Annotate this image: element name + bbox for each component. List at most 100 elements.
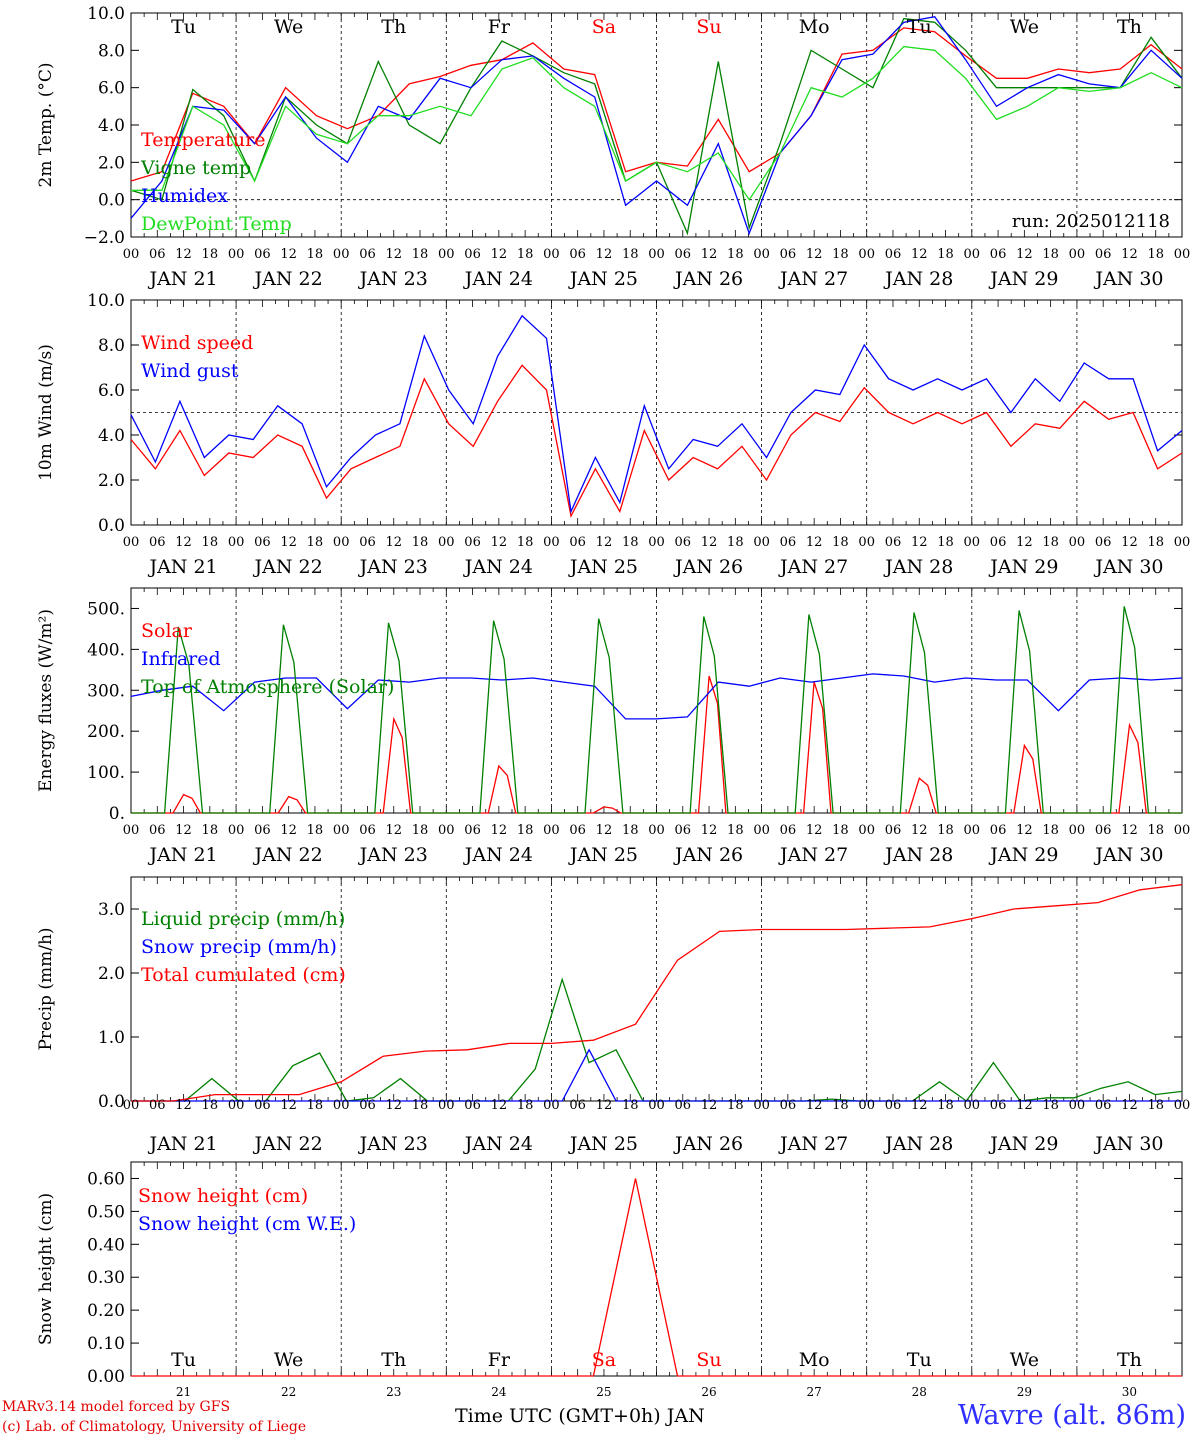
- legend-entry: Snow height (cm): [138, 1185, 308, 1207]
- hour-tick-label: 00: [543, 247, 560, 262]
- hour-tick-label: 12: [491, 823, 508, 838]
- date-label: JAN 27: [778, 268, 848, 290]
- y-tick-label: 0.10: [87, 1334, 125, 1354]
- hour-tick-label: 12: [596, 247, 613, 262]
- weekday-label: Mo: [799, 1349, 830, 1371]
- hour-tick-label: 12: [806, 1098, 823, 1113]
- hour-tick-label: 00: [648, 823, 665, 838]
- date-label: JAN 29: [988, 556, 1058, 578]
- hour-tick-label: 00: [964, 535, 981, 550]
- hour-tick-label: 06: [464, 823, 481, 838]
- date-label: JAN 28: [883, 268, 953, 290]
- hour-tick-label: 18: [412, 535, 429, 550]
- hour-tick-label: 12: [1016, 1098, 1033, 1113]
- hour-tick-label: 00: [333, 823, 350, 838]
- y-tick-label: 0.20: [87, 1301, 125, 1321]
- hour-tick-label: 00: [438, 1098, 455, 1113]
- legend-entry: Liquid precip (mm/h): [141, 908, 345, 930]
- y-tick-label: 6.0: [98, 381, 125, 401]
- y-tick-label: 2.0: [98, 471, 125, 491]
- legend-entry: DewPoint Temp: [141, 213, 292, 235]
- y-tick-label: 6.0: [98, 79, 125, 99]
- y-tick-label: 0.00: [87, 1367, 125, 1387]
- weekday-label: Sa: [592, 1349, 616, 1371]
- hour-tick-label: 12: [175, 535, 192, 550]
- date-label: JAN 23: [358, 268, 428, 290]
- hour-tick-label: 06: [359, 1098, 376, 1113]
- date-label: JAN 22: [253, 268, 323, 290]
- date-label: JAN 24: [463, 268, 533, 290]
- hour-tick-label: 06: [780, 823, 797, 838]
- hour-tick-label: 00: [228, 535, 245, 550]
- y-tick-label: 100.: [87, 763, 125, 783]
- date-number: 22: [281, 1385, 296, 1399]
- date-label: JAN 22: [253, 556, 323, 578]
- hour-tick-label: 00: [1174, 1098, 1191, 1113]
- legend-entry: Wind speed: [141, 332, 253, 354]
- y-axis-label: 2m Temp. (°C): [36, 62, 56, 187]
- legend-entry: Temperature: [141, 129, 265, 151]
- hour-tick-label: 06: [464, 1098, 481, 1113]
- y-tick-label: 2.0: [98, 964, 125, 984]
- weekday-label: Mo: [799, 16, 830, 38]
- date-number: 23: [386, 1385, 401, 1399]
- hour-tick-label: 12: [911, 1098, 928, 1113]
- weekday-label: Th: [1117, 1349, 1142, 1371]
- hour-tick-label: 18: [1042, 247, 1059, 262]
- hour-tick-label: 06: [675, 535, 692, 550]
- y-tick-label: 0.0: [98, 516, 125, 536]
- weekday-label: Th: [1117, 16, 1142, 38]
- y-tick-label: 0.50: [87, 1202, 125, 1222]
- series-line-infrared: [130, 673, 1183, 720]
- hour-tick-label: 18: [307, 823, 324, 838]
- hour-tick-label: 00: [753, 1098, 770, 1113]
- weekday-label: Th: [381, 16, 406, 38]
- hour-tick-label: 06: [1095, 535, 1112, 550]
- hour-tick-label: 18: [832, 823, 849, 838]
- hour-tick-label: 12: [1016, 247, 1033, 262]
- hour-tick-label: 00: [753, 535, 770, 550]
- hour-tick-label: 00: [1174, 247, 1191, 262]
- hour-tick-label: 12: [806, 823, 823, 838]
- y-tick-label: 10.0: [87, 4, 125, 24]
- hour-tick-label: 18: [307, 247, 324, 262]
- hour-tick-label: 12: [911, 823, 928, 838]
- hour-tick-label: 00: [858, 1098, 875, 1113]
- hour-tick-label: 18: [517, 823, 534, 838]
- hour-tick-label: 12: [175, 1098, 192, 1113]
- hour-tick-label: 00: [1174, 535, 1191, 550]
- date-label: JAN 21: [147, 268, 217, 290]
- hour-tick-label: 12: [1016, 823, 1033, 838]
- lab-credit: (c) Lab. of Climatology, University of L…: [2, 1419, 307, 1435]
- panel-1: 10.0 8.0 6.0 4.0 2.0 0.0 −2.0 2m Temp. (°C) Temp…: [36, 4, 1190, 290]
- hour-tick-label: 18: [622, 247, 639, 262]
- date-label: JAN 28: [883, 556, 953, 578]
- date-number: 27: [807, 1385, 822, 1399]
- hour-tick-label: 06: [149, 823, 166, 838]
- weekday-label: Tu: [171, 16, 196, 38]
- hour-tick-label: 18: [202, 1098, 219, 1113]
- hour-tick-label: 00: [964, 823, 981, 838]
- hour-tick-label: 06: [149, 535, 166, 550]
- hour-tick-label: 12: [911, 247, 928, 262]
- hour-tick-label: 06: [780, 247, 797, 262]
- hour-tick-label: 18: [202, 247, 219, 262]
- date-label: JAN 23: [358, 1133, 428, 1155]
- y-tick-label: 300.: [87, 681, 125, 701]
- y-tick-label: 400.: [87, 640, 125, 660]
- hour-tick-label: 12: [280, 247, 297, 262]
- date-label: JAN 29: [988, 844, 1058, 866]
- hour-tick-label: 06: [990, 823, 1007, 838]
- hour-tick-label: 06: [149, 1098, 166, 1113]
- panel-5: 0.60 0.50 0.40 0.30 0.20 0.10 0.00 Snow height …: [36, 1161, 1183, 1399]
- date-label: JAN 24: [463, 556, 533, 578]
- date-label: JAN 26: [673, 1133, 743, 1155]
- hour-tick-label: 18: [832, 1098, 849, 1113]
- date-label: JAN 29: [988, 1133, 1058, 1155]
- hour-tick-label: 18: [622, 1098, 639, 1113]
- hour-tick-label: 12: [491, 535, 508, 550]
- hour-tick-label: 12: [806, 535, 823, 550]
- hour-tick-label: 00: [1069, 823, 1086, 838]
- date-label: JAN 25: [568, 1133, 638, 1155]
- hour-tick-label: 06: [569, 535, 586, 550]
